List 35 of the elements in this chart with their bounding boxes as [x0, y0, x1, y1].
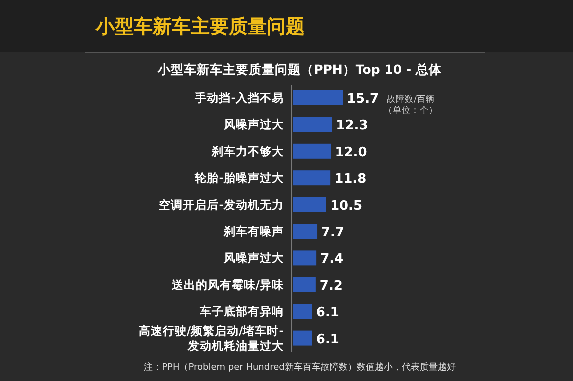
- data-label: 10.5: [330, 198, 363, 214]
- bar: [293, 117, 332, 132]
- bar: [293, 144, 332, 159]
- data-label: 7.2: [320, 278, 343, 294]
- y-tick-label: 高速行驶/频繁启动/堵车时-发动机耗油量过大: [138, 324, 285, 353]
- bar: [293, 224, 318, 239]
- text: （单位：个）: [384, 105, 438, 116]
- data-label: 12.3: [336, 118, 368, 134]
- y-tick-label: 刹车有噪声: [223, 224, 284, 238]
- data-label: 7.7: [322, 226, 345, 240]
- y-tick-label: 轮胎-胎噪声过大: [194, 171, 285, 186]
- y-tick-label: 送出的风有霉味/异味: [170, 278, 285, 292]
- y-tick-label: 风噪声过大: [223, 118, 285, 132]
- data-label: 15.7: [347, 92, 380, 107]
- bar: [293, 250, 317, 266]
- data-label: 6.1: [316, 306, 340, 321]
- data-label: 6.1: [316, 332, 340, 348]
- y-tick-label: 手动挡-入挡不易: [194, 91, 284, 105]
- data-label: 7.4: [320, 252, 344, 268]
- text: 故障数/百辆: [387, 94, 435, 105]
- chart-subtitle: 小型车新车主要质量问题（PPH）Top 10 - 总体: [157, 62, 443, 77]
- y-tick-label: 空调开启后-发动机无力: [159, 198, 284, 212]
- bar: [293, 277, 316, 292]
- bar: [293, 197, 326, 212]
- y-tick-label: 车子底部有异响: [199, 304, 284, 319]
- bar: [293, 90, 343, 106]
- bar: [293, 304, 312, 320]
- bar: [293, 170, 331, 186]
- data-label: 12.0: [335, 145, 368, 160]
- text: 注：PPH（Problem per Hundred新车百车故障数）数值越小，代表质量越好: [144, 362, 456, 373]
- chart-title: 小型车新车主要质量问题: [95, 16, 305, 38]
- data-label: 11.8: [334, 172, 367, 188]
- y-tick-label: 风噪声过大: [223, 251, 285, 266]
- bar: [293, 330, 312, 346]
- y-tick-label: 刹车力不够大: [211, 144, 285, 158]
